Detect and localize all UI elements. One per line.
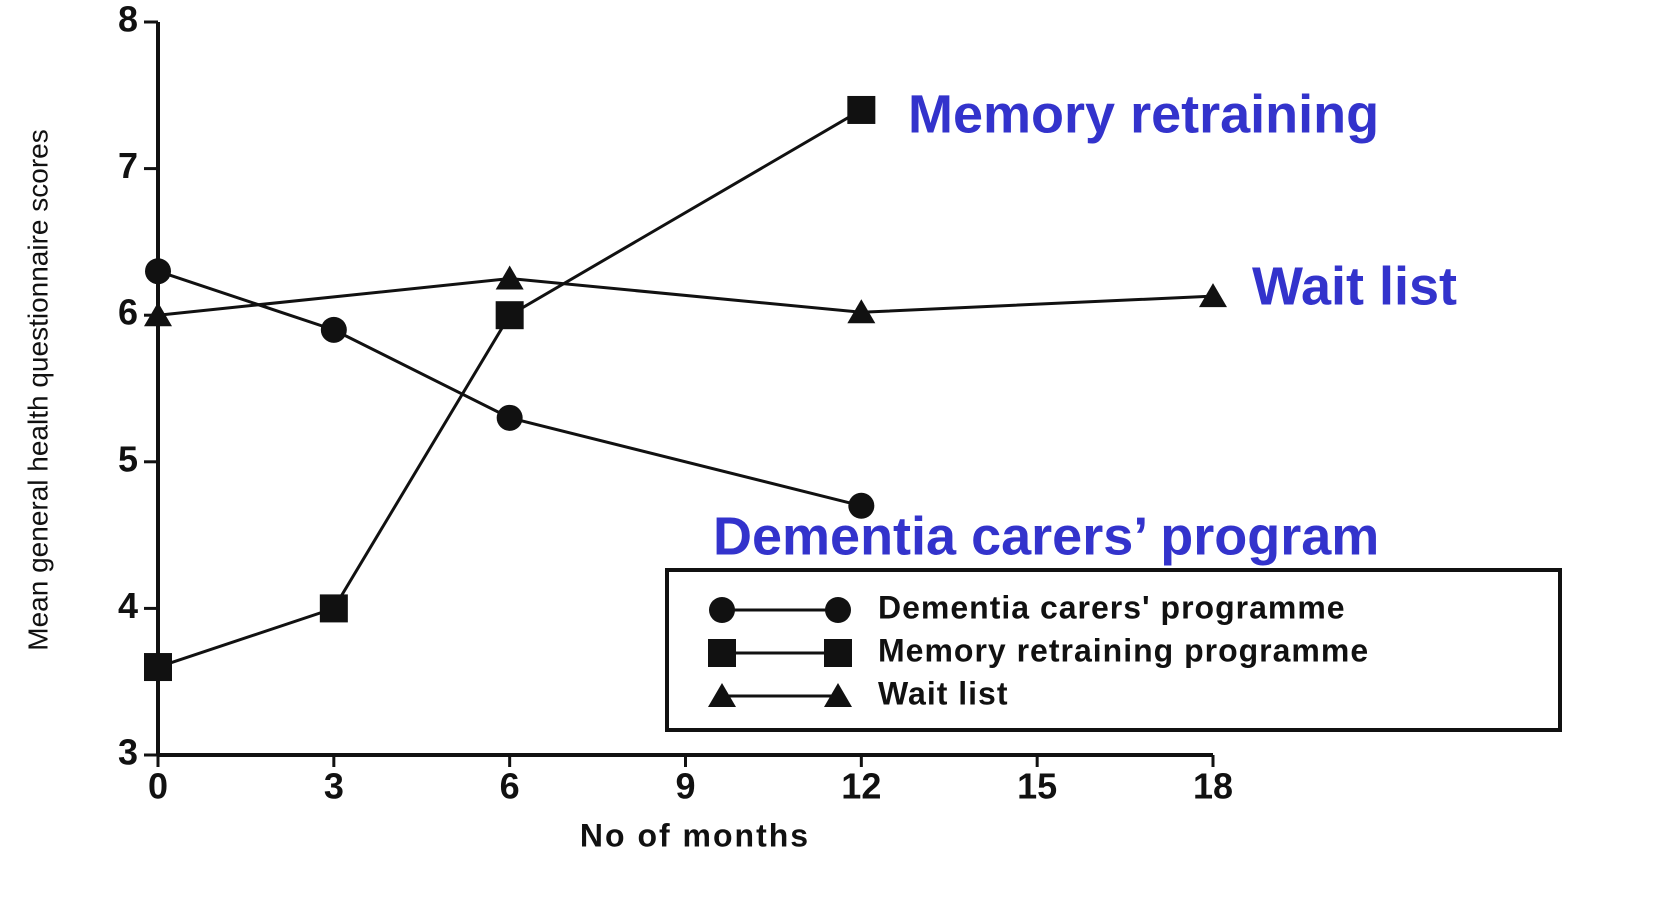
x-tick-label: 18: [1193, 766, 1233, 807]
data-point: [848, 492, 875, 519]
y-tick-label: 6: [118, 292, 138, 333]
legend-label: Wait list: [878, 675, 1008, 711]
y-tick-label: 8: [118, 0, 138, 40]
annotation: Wait list: [1252, 256, 1457, 316]
data-point: [144, 302, 172, 327]
legend-marker: [824, 639, 852, 667]
x-tick-label: 12: [841, 766, 881, 807]
y-axis-label: Mean general health questionnaire scores: [22, 129, 53, 650]
data-point: [847, 95, 876, 124]
legend-label: Memory retraining programme: [878, 632, 1369, 668]
y-tick-label: 3: [118, 732, 138, 773]
legend-marker: [825, 597, 851, 623]
annotation: Memory retraining: [908, 84, 1379, 144]
data-point: [847, 299, 876, 324]
y-tick-label: 4: [118, 585, 138, 626]
series-line: [157, 269, 862, 508]
series-line: [157, 277, 1214, 317]
data-point: [495, 301, 524, 330]
data-point: [320, 316, 347, 343]
legend-marker: [824, 683, 852, 707]
x-tick-label: 9: [675, 766, 695, 807]
legend-marker: [708, 639, 736, 667]
legend-box: [665, 568, 1562, 732]
data-point: [495, 265, 524, 290]
data-point: [496, 404, 523, 431]
x-axis-label: No of months: [580, 817, 810, 853]
legend-marker: [709, 597, 735, 623]
y-tick-label: 5: [118, 438, 138, 479]
x-tick-label: 3: [324, 766, 344, 807]
y-tick-label: 7: [118, 145, 138, 186]
data-point: [144, 653, 172, 682]
data-point: [319, 594, 348, 623]
data-point: [1199, 283, 1227, 308]
legend-label: Dementia carers' programme: [878, 589, 1346, 625]
legend-marker: [708, 683, 736, 707]
x-tick-label: 6: [500, 766, 520, 807]
x-tick-label: 0: [148, 766, 168, 807]
data-point: [145, 258, 171, 285]
x-tick-label: 15: [1017, 766, 1057, 807]
annotation: Dementia carers’ program: [713, 506, 1379, 566]
series-line: [157, 108, 863, 669]
